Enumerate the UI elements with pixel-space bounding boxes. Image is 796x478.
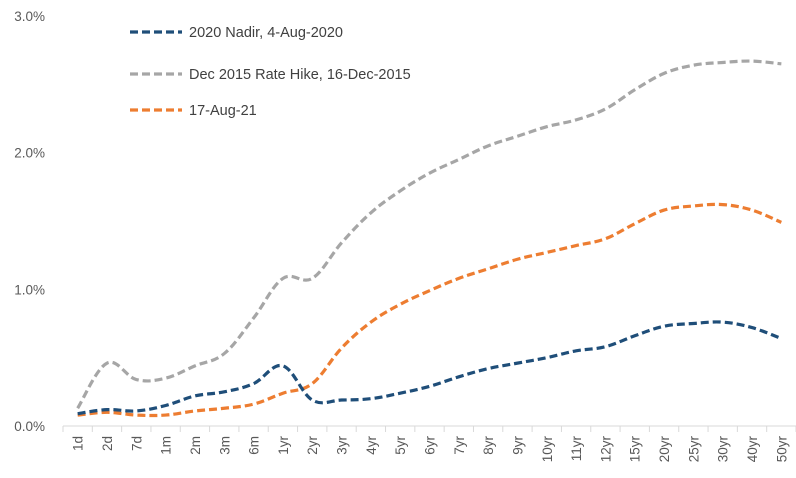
x-tick-label: 11yr	[569, 436, 584, 462]
series-line	[76, 59, 782, 410]
x-axis-tick-labels: 1d 2d 7d 1m 2m 3m 6m 1yr 2yr 3yr 4yr 5yr 6yr 7yr 8yr 9y…	[71, 435, 790, 462]
x-tick-label: 1m	[159, 436, 174, 455]
legend-label: 17-Aug-21	[189, 103, 257, 119]
legend: 2020 Nadir, 4-Aug-2020 Dec 2015 Rate Hike…	[130, 25, 411, 119]
y-tick-label: 2.0%	[14, 146, 45, 161]
x-tick-label: 2m	[188, 436, 203, 455]
x-tick-label: 2d	[100, 436, 115, 451]
x-tick-label: 7yr	[452, 436, 467, 455]
y-tick-label: 3.0%	[14, 9, 45, 24]
x-tick-label: 25yr	[686, 435, 701, 462]
y-tick-label: 1.0%	[14, 282, 45, 297]
legend-label: Dec 2015 Rate Hike, 16-Dec-2015	[189, 67, 411, 83]
x-tick-label: 20yr	[657, 435, 672, 462]
y-axis-tick-labels: 0.0% 1.0% 2.0% 3.0%	[14, 9, 45, 434]
x-tick-label: 5yr	[393, 436, 408, 455]
x-tick-label: 9yr	[510, 436, 525, 455]
x-tick-label: 3yr	[335, 436, 350, 455]
x-tick-label: 1d	[71, 436, 86, 451]
x-tick-label: 40yr	[745, 435, 760, 462]
series-lines	[76, 59, 782, 418]
x-tick-label: 7d	[129, 436, 144, 451]
series-line	[77, 320, 782, 416]
x-tick-label: 2yr	[305, 436, 320, 455]
x-tick-label: 15yr	[628, 435, 643, 462]
x-tick-label: 30yr	[716, 435, 731, 462]
x-tick-label: 6yr	[423, 436, 438, 455]
series-line	[77, 202, 782, 418]
legend-label: 2020 Nadir, 4-Aug-2020	[189, 25, 343, 41]
x-tick-label: 12yr	[598, 435, 613, 462]
x-tick-label: 50yr	[774, 435, 789, 462]
x-tick-label: 6m	[247, 436, 262, 455]
x-tick-label: 10yr	[540, 435, 555, 462]
x-tick-label: 3m	[217, 436, 232, 455]
x-axis-ticks	[62, 426, 796, 432]
y-tick-label: 0.0%	[14, 419, 45, 434]
x-tick-label: 4yr	[364, 436, 379, 455]
x-tick-label: 8yr	[481, 436, 496, 455]
x-tick-label: 1yr	[276, 436, 291, 455]
